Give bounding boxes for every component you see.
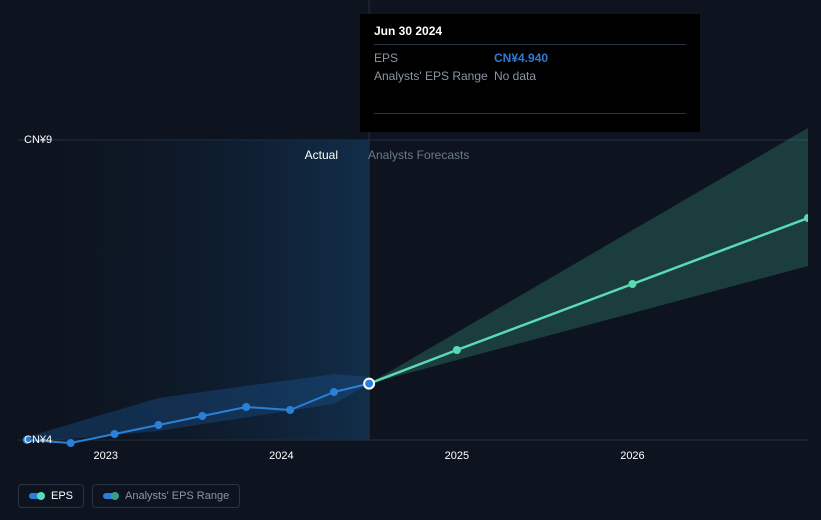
y-axis-label: CN¥9 [24, 134, 52, 146]
x-axis-label: 2023 [94, 450, 118, 462]
tooltip-rows: EPSCN¥4.940Analysts' EPS RangeNo data [374, 49, 686, 85]
tooltip-key: EPS [374, 51, 494, 65]
legend-label: Analysts' EPS Range [125, 490, 229, 502]
tooltip-value: No data [494, 69, 536, 83]
tooltip-row: EPSCN¥4.940 [374, 49, 686, 67]
legend-swatch [103, 493, 117, 499]
legend-swatch [29, 493, 43, 499]
tooltip-key: Analysts' EPS Range [374, 69, 494, 83]
legend-label: EPS [51, 490, 73, 502]
legend: EPS Analysts' EPS Range [18, 484, 240, 508]
tooltip-divider [374, 113, 686, 114]
legend-item[interactable]: EPS [18, 484, 84, 508]
tooltip-date: Jun 30 2024 [374, 24, 686, 45]
section-label-actual: Actual [305, 148, 338, 162]
x-axis-label: 2025 [445, 450, 469, 462]
x-axis-label: 2024 [269, 450, 293, 462]
x-axis-label: 2026 [620, 450, 644, 462]
tooltip-value: CN¥4.940 [494, 51, 548, 65]
legend-item[interactable]: Analysts' EPS Range [92, 484, 240, 508]
tooltip-row: Analysts' EPS RangeNo data [374, 67, 686, 85]
chart-tooltip: Jun 30 2024 EPSCN¥4.940Analysts' EPS Ran… [360, 14, 700, 132]
section-label-forecast: Analysts Forecasts [368, 148, 469, 162]
y-axis-label: CN¥4 [24, 434, 52, 446]
